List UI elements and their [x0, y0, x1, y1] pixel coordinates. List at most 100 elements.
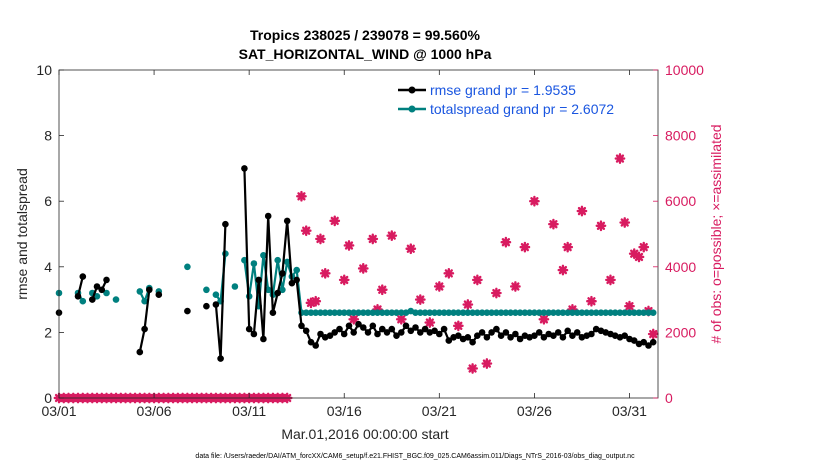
totalspread-point: [364, 309, 372, 317]
obs-count-point: [576, 205, 588, 217]
rmse-point: [569, 332, 576, 340]
totalspread-point: [103, 289, 110, 297]
rmse-point: [350, 329, 358, 336]
rmse-line: [76, 276, 84, 297]
obs-count-point: [357, 263, 369, 274]
rmse-point: [146, 286, 153, 294]
rmse-point: [540, 334, 548, 341]
obs-count-point: [586, 295, 597, 307]
obs-count-point: [338, 274, 350, 286]
rmse-point: [326, 332, 334, 340]
rmse-point: [559, 334, 567, 341]
totalspread-point: [578, 309, 586, 317]
totalspread-point: [321, 309, 329, 317]
totalspread-series: [55, 250, 657, 317]
y-left-tick-label: 6: [44, 193, 52, 209]
totalspread-point: [283, 258, 291, 266]
y-left-tick-label: 0: [44, 390, 52, 406]
rmse-point: [421, 325, 429, 333]
obs-count-point: [424, 317, 436, 328]
rmse-point: [645, 342, 652, 349]
totalspread-point: [264, 286, 272, 294]
x-tick-label: 03/21: [422, 403, 457, 419]
totalspread-point: [112, 296, 120, 303]
rmse-point: [431, 327, 438, 335]
rmse-point: [516, 335, 524, 343]
x-tick-label: 03/11: [232, 403, 266, 419]
rmse-point: [155, 291, 163, 299]
rmse-point: [488, 329, 495, 336]
totalspread-point: [450, 309, 457, 317]
totalspread-point: [597, 309, 605, 317]
rmse-point: [417, 329, 424, 336]
totalspread-point: [635, 309, 643, 317]
obs-count-point: [348, 313, 360, 325]
obs-count-point: [490, 287, 502, 299]
totalspread-point: [445, 309, 453, 317]
y-left-tick-label: 4: [44, 259, 52, 275]
rmse-point: [398, 329, 405, 336]
obs-count-point: [500, 236, 512, 248]
obs-count-point: [305, 297, 317, 309]
rmse-point: [379, 325, 386, 333]
rmse-point: [241, 165, 248, 172]
rmse-point: [512, 330, 519, 338]
totalspread-point: [360, 309, 367, 317]
rmse-point: [469, 338, 476, 346]
legend: rmse grand pr = 1.9535 totalspread grand…: [393, 79, 651, 119]
totalspread-point: [355, 309, 362, 317]
rmse-point: [535, 329, 543, 336]
chart-title-line1: Tropics 238025 / 239078 = 99.560%: [250, 27, 481, 43]
rmse-point: [298, 322, 305, 330]
obs-count-point: [310, 295, 322, 307]
totalspread-point: [611, 309, 619, 317]
obs-count-point: [633, 251, 645, 263]
totalspread-point: [516, 309, 524, 317]
rmse-point: [374, 330, 381, 338]
rmse-point: [564, 327, 571, 335]
rmse-point: [573, 329, 581, 336]
totalspread-point: [602, 309, 609, 317]
totalspread-point: [483, 309, 491, 317]
totalspread-point: [331, 309, 339, 317]
rmse-point: [383, 329, 391, 336]
rmse-point: [464, 334, 472, 341]
y-right-tick-label: 4000: [665, 259, 696, 275]
totalspread-point: [350, 309, 358, 317]
totalspread-point: [393, 309, 400, 317]
rmse-point: [293, 276, 301, 284]
totalspread-point: [545, 309, 552, 317]
obs-count-point: [595, 220, 607, 232]
rmse-point: [588, 330, 595, 338]
obs-count-point: [557, 264, 569, 276]
obs-count-point: [624, 300, 635, 312]
totalspread-point: [93, 293, 101, 300]
y-right-tick-label: 8000: [665, 128, 696, 144]
rmse-point: [497, 332, 505, 340]
totalspread-point: [440, 309, 448, 317]
totalspread-point: [436, 309, 443, 317]
rmse-point: [288, 279, 296, 287]
totalspread-point: [317, 309, 324, 317]
totalspread-point: [369, 309, 377, 317]
rmse-point: [493, 325, 500, 333]
legend-rmse-marker: [408, 86, 416, 94]
x-tick-label: 03/31: [612, 403, 647, 419]
totalspread-point: [569, 309, 576, 317]
y-left-axis-ticks: 0 2 4 6 8 10: [36, 62, 64, 406]
totalspread-point: [455, 309, 462, 317]
totalspread-point: [326, 309, 334, 317]
totalspread-point: [521, 309, 529, 317]
obs-count-point: [386, 230, 398, 242]
rmse-point: [302, 327, 310, 335]
rmse-point: [312, 342, 320, 349]
rmse-point: [621, 332, 628, 340]
totalspread-point: [250, 260, 258, 267]
totalspread-point: [531, 309, 538, 317]
totalspread-point: [136, 288, 144, 295]
x-axis-label: Mar.01,2016 00:00:00 start: [281, 426, 448, 442]
rmse-point: [554, 329, 562, 336]
rmse-point: [436, 330, 443, 338]
obs-count-point: [395, 313, 407, 325]
totalspread-point: [559, 309, 567, 317]
